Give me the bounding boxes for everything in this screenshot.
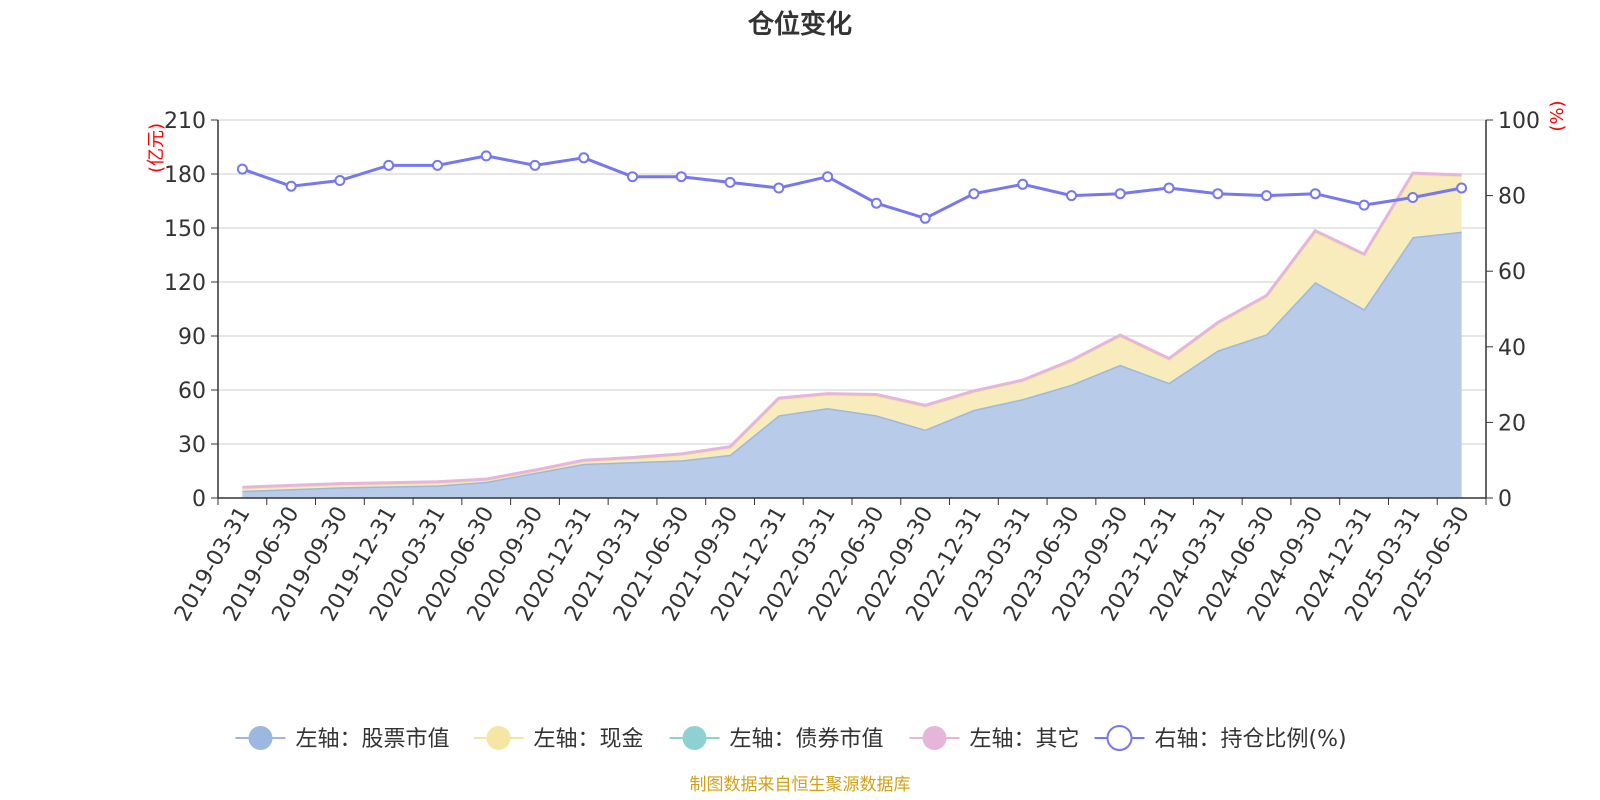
legend-item-1: 左轴：股票市值: [235, 726, 450, 752]
right-tick-label: 40: [1498, 336, 1526, 361]
ratio-point: [1066, 190, 1077, 202]
ratio-point: [1407, 192, 1419, 203]
legend-marker-icon: [682, 726, 707, 750]
ratio-point: [1456, 182, 1468, 194]
ratio-point: [1163, 182, 1175, 194]
ratio-point: [1114, 188, 1126, 200]
right-tick-label: 80: [1498, 185, 1526, 210]
ratio-point: [1212, 188, 1224, 200]
right-tick-label: 0: [1498, 487, 1512, 512]
ratio-point: [1358, 199, 1370, 211]
ratio-point: [383, 159, 395, 171]
legend-label: 右轴：持仓比例(%): [1155, 727, 1347, 752]
area-2: [242, 174, 1462, 491]
ratio-point: [529, 159, 541, 171]
right-axis-unit: (%): [1547, 100, 1568, 131]
ratio-point: [1261, 190, 1272, 202]
chart-title: 仓位变化: [747, 9, 852, 40]
ratio-point: [334, 175, 346, 186]
ratio-point: [1309, 188, 1321, 200]
ratio-point: [724, 176, 736, 188]
legend-item-4: 左轴：其它: [909, 726, 1080, 752]
data-source-note: 制图数据来自恒生聚源数据库: [690, 775, 911, 795]
legend: 左轴：股票市值 左轴：现金 左轴：债券市值 左轴：其它 右轴：持仓比例(%): [235, 725, 1347, 752]
area-1: [242, 231, 1462, 498]
stacked-areas: [242, 171, 1462, 498]
ratio-point: [919, 212, 931, 224]
ratio-point: [627, 171, 638, 183]
ratio-point: [480, 150, 492, 162]
left-tick-label: 120: [164, 271, 206, 296]
legend-marker-icon: [248, 726, 273, 750]
left-axis-unit: (亿元): [146, 123, 167, 173]
legend-label: 左轴：其它: [970, 727, 1080, 752]
left-tick-label: 30: [178, 433, 206, 458]
ratio-line-path: [241, 154, 1462, 220]
left-tick-label: 210: [164, 109, 206, 134]
legend-label: 左轴：股票市值: [296, 727, 450, 752]
ratio-point: [675, 171, 687, 183]
left-tick-label: 150: [164, 217, 206, 242]
ratio-point: [773, 182, 785, 194]
legend-item-2: 左轴：现金: [473, 726, 644, 752]
legend-item-3: 左轴：债券市值: [669, 726, 884, 752]
ratio-point: [432, 159, 443, 171]
left-tick-label: 90: [178, 325, 206, 350]
right-tick-label: 60: [1498, 260, 1526, 285]
legend-label: 左轴：现金: [534, 727, 644, 752]
ratio-line: [236, 150, 1468, 224]
ratio-point: [1017, 178, 1029, 190]
right-tick-label: 20: [1498, 411, 1526, 436]
left-tick-label: 180: [164, 163, 206, 188]
left-tick-label: 0: [192, 487, 206, 512]
legend-marker-icon: [922, 726, 947, 750]
legend-marker-icon: [1106, 725, 1133, 751]
legend-label: 左轴：债券市值: [730, 727, 884, 752]
right-tick-label: 100: [1498, 109, 1540, 134]
ratio-point: [968, 188, 980, 200]
ratio-point: [870, 197, 882, 209]
ratio-point: [578, 152, 590, 164]
area-line-4: [242, 171, 1462, 489]
ratio-point: [822, 171, 834, 183]
legend-marker-icon: [486, 726, 511, 750]
left-tick-label: 60: [178, 379, 206, 404]
ratio-point: [236, 163, 248, 175]
ratio-point: [285, 180, 297, 192]
legend-item-5: 右轴：持仓比例(%): [1094, 725, 1347, 752]
